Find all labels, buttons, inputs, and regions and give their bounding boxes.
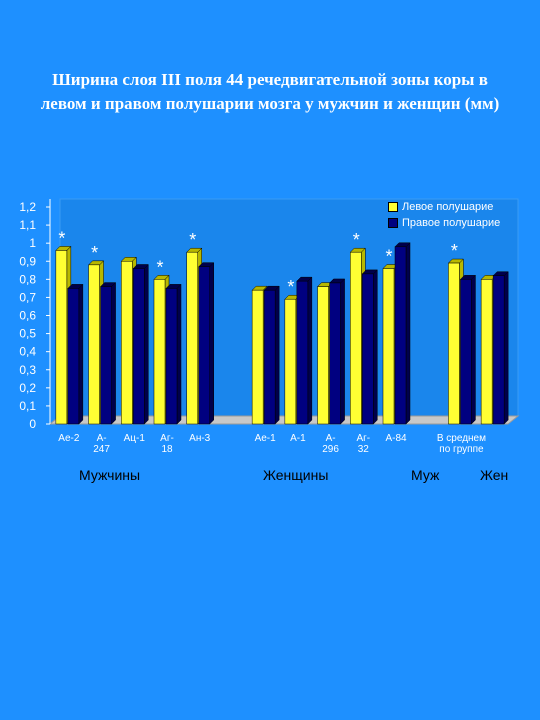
x-tick-label: А-84 <box>385 433 407 444</box>
bar-right-side <box>176 283 182 425</box>
bar-right <box>100 286 112 425</box>
y-tick-label: 0,8 <box>19 272 36 286</box>
bar-right-side <box>373 269 378 425</box>
significance-star: * <box>451 241 458 261</box>
legend-item-right: Правое полушарие <box>388 215 500 231</box>
x-tick-label: Ан-3 <box>189 433 211 444</box>
significance-star: * <box>156 257 163 277</box>
chart-title-line-2: левом и правом полушарии мозга у мужчин … <box>40 94 500 113</box>
bar-right <box>362 273 374 425</box>
x-tick-label: Ае-2 <box>58 433 80 444</box>
x-tick-label: А- <box>326 433 336 444</box>
y-tick-label: 1 <box>29 236 36 250</box>
legend-swatch-right <box>388 218 398 228</box>
bar-left <box>153 279 166 425</box>
bar-left <box>448 262 460 425</box>
bar-right-side <box>111 281 116 425</box>
group-label-men-short: Муж <box>411 467 440 483</box>
bar-right-side <box>405 242 411 425</box>
x-tick-label: 247 <box>93 444 110 455</box>
y-tick-label: 0,1 <box>19 399 36 413</box>
x-tick-label: Ац-1 <box>124 433 146 444</box>
y-tick-label: 0,9 <box>19 254 36 268</box>
bar-right-side <box>307 276 313 425</box>
bar-right <box>460 279 472 425</box>
group-label-women-short: Жен <box>480 467 509 483</box>
bar-left <box>88 264 100 425</box>
bar-right <box>329 282 341 425</box>
legend-item-left: Левое полушарие <box>388 199 500 215</box>
bar-left <box>55 250 68 425</box>
x-tick-label: 296 <box>322 444 339 455</box>
bar-right <box>67 288 80 425</box>
bar-right-side <box>78 283 84 425</box>
plot-wall <box>48 198 519 425</box>
y-tick-label: 0,4 <box>19 345 36 359</box>
bar-right-side <box>340 278 345 425</box>
significance-star: * <box>58 228 65 248</box>
bar-right <box>133 268 145 425</box>
bar-right <box>165 288 178 425</box>
bar-right <box>198 266 210 425</box>
bar-left <box>382 268 395 425</box>
bar-left <box>284 298 297 425</box>
y-tick-label: 0,3 <box>19 363 36 377</box>
significance-star: * <box>287 277 294 297</box>
y-tick-label: 0,6 <box>19 309 36 323</box>
y-tick-label: 1,1 <box>19 218 36 232</box>
bar-right-side <box>503 271 509 425</box>
legend-label-left: Левое полушарие <box>402 201 494 213</box>
significance-star: * <box>385 246 392 266</box>
y-tick-label: 0,5 <box>19 327 36 341</box>
y-tick-label: 0 <box>29 417 36 431</box>
chart-legend: Левое полушарие Правое полушарие <box>388 199 500 231</box>
plot-floor <box>48 415 520 425</box>
bar-left <box>480 279 493 425</box>
x-tick-label: Аг- <box>160 433 174 444</box>
chart-title: Ширина слоя III поля 44 речедвигательной… <box>0 68 540 116</box>
bar-left <box>350 251 362 425</box>
bar-right-side <box>274 285 280 425</box>
bar-left <box>121 261 133 425</box>
legend-swatch-left <box>388 202 398 212</box>
legend-label-right: Правое полушарие <box>402 217 501 229</box>
x-tick-label: В среднем <box>437 433 486 444</box>
x-tick-label: по группе <box>439 444 484 455</box>
bar-left <box>317 286 329 425</box>
bar-right <box>394 246 407 425</box>
bar-right-side <box>471 274 476 425</box>
bar-right-side <box>144 263 149 425</box>
x-tick-label: 32 <box>358 444 370 455</box>
y-tick-label: 0,7 <box>19 290 36 304</box>
x-tick-label: Ае-1 <box>255 433 277 444</box>
significance-star: * <box>91 243 98 263</box>
bar-left <box>251 289 264 425</box>
significance-star: * <box>189 230 196 250</box>
bar-right <box>492 275 505 425</box>
x-tick-label: 18 <box>161 444 173 455</box>
y-tick-label: 0,2 <box>19 381 36 395</box>
group-label-women: Женщины <box>263 467 329 483</box>
x-tick-label: А-1 <box>290 433 306 444</box>
group-label-men: Мужчины <box>79 467 141 483</box>
bar-right <box>296 280 309 425</box>
bar-left <box>186 251 198 425</box>
y-tick-label: 1,2 <box>19 200 36 214</box>
x-tick-label: А- <box>97 433 107 444</box>
bar-right <box>263 289 276 425</box>
significance-star: * <box>353 230 360 250</box>
bar-right-side <box>209 262 214 425</box>
x-tick-label: Аг- <box>356 433 370 444</box>
chart-title-line-1: Ширина слоя III поля 44 речедвигательной… <box>52 70 488 89</box>
